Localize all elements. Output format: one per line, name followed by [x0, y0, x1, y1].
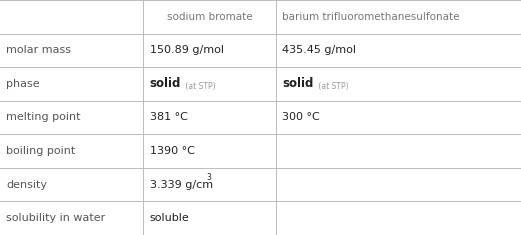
Text: 435.45 g/mol: 435.45 g/mol	[282, 45, 356, 55]
Text: solubility in water: solubility in water	[6, 213, 105, 223]
Text: boiling point: boiling point	[6, 146, 76, 156]
Text: solid: solid	[150, 77, 181, 90]
Text: melting point: melting point	[6, 113, 81, 122]
Text: barium trifluoromethanesulfonate: barium trifluoromethanesulfonate	[282, 12, 460, 22]
Text: 300 °C: 300 °C	[282, 113, 320, 122]
Text: 150.89 g/mol: 150.89 g/mol	[150, 45, 224, 55]
Text: solid: solid	[282, 77, 314, 90]
Text: soluble: soluble	[150, 213, 189, 223]
Text: phase: phase	[6, 79, 40, 89]
Text: molar mass: molar mass	[6, 45, 71, 55]
Text: 381 °C: 381 °C	[150, 113, 188, 122]
Text: (at STP): (at STP)	[183, 82, 216, 91]
Text: 3: 3	[206, 173, 211, 182]
Text: (at STP): (at STP)	[316, 82, 349, 91]
Text: sodium bromate: sodium bromate	[167, 12, 253, 22]
Text: 1390 °C: 1390 °C	[150, 146, 194, 156]
Text: 3.339 g/cm: 3.339 g/cm	[150, 180, 213, 190]
Text: density: density	[6, 180, 47, 190]
